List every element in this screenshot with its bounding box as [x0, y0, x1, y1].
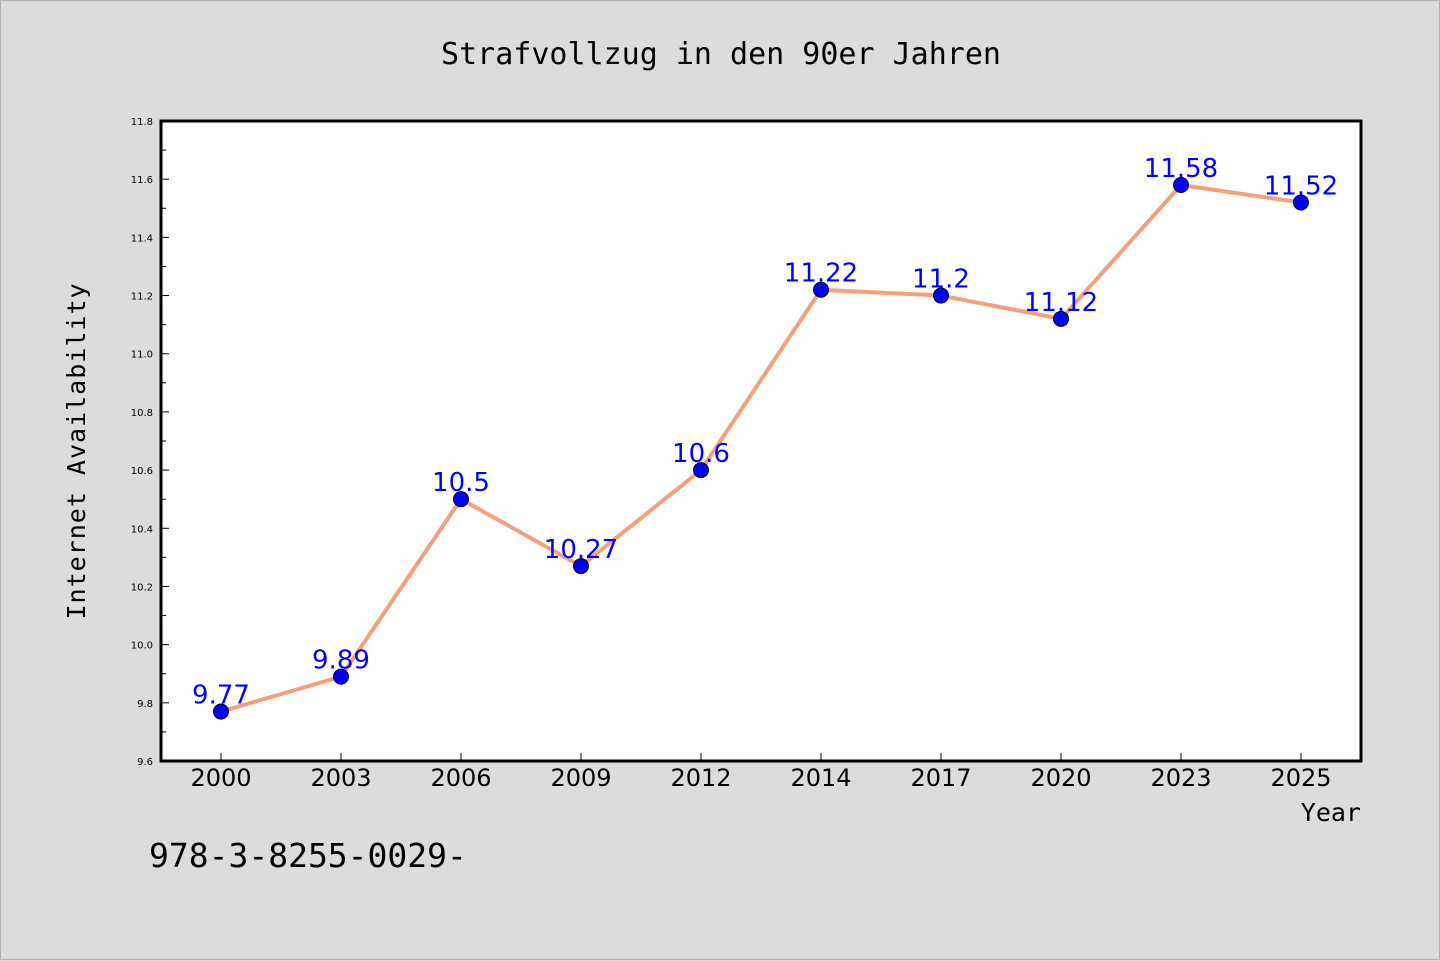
series-line: [220, 183, 1302, 714]
x-axis: 2000 2003 2006 2009 2012 2014 2017 2020 2023 2025: [190, 753, 1332, 792]
y-tick-label: 10.0: [131, 641, 153, 652]
data-label: 11.12: [1024, 288, 1098, 318]
x-tick-label: 2012: [670, 764, 731, 792]
y-tick-label: 9.6: [137, 757, 153, 768]
y-tick-label: 10.6: [131, 466, 153, 477]
y-tick-label: 10.4: [131, 524, 153, 535]
plot-area: [159, 119, 1363, 763]
data-label-group: 9.77 9.89 10.5 10.27 10.6 11.22 11.2 11.12 11.58…: [192, 154, 1338, 711]
data-label: 9.77: [192, 681, 250, 711]
data-label: 10.6: [672, 439, 730, 469]
y-axis-label: Internet Availability: [62, 282, 91, 619]
data-point: [933, 287, 949, 304]
data-point: [573, 558, 589, 575]
data-point: [1053, 310, 1069, 327]
y-tick-label: 11.4: [131, 233, 153, 244]
data-point: [453, 491, 469, 508]
data-point: [1293, 194, 1309, 211]
x-tick-label: 2025: [1270, 764, 1331, 792]
x-tick-label: 2017: [910, 764, 971, 792]
x-tick-label: 2023: [1150, 764, 1211, 792]
data-label: 10.5: [432, 468, 490, 498]
y-tick-label: 10.2: [131, 582, 153, 593]
y-tick-label: 11.2: [131, 292, 153, 303]
x-tick-label: 2009: [550, 764, 611, 792]
data-point: [813, 281, 829, 298]
x-axis-label: Year: [1301, 798, 1361, 827]
footer-isbn: 978-3-8255-0029-: [149, 836, 467, 875]
chart-title: Strafvollzug in den 90er Jahren: [441, 37, 1001, 72]
series-line-group: [220, 183, 1302, 714]
data-label: 11.52: [1264, 171, 1338, 201]
data-point: [213, 703, 229, 720]
y-tick-label: 11.8: [131, 117, 153, 128]
data-point: [693, 462, 709, 479]
data-label: 10.27: [544, 535, 618, 565]
x-tick-label: 2020: [1030, 764, 1091, 792]
y-axis: 9.6 9.8 10.0 10.2 10.4 10.6 10.8 11.0 11.2 11.4 11…: [131, 117, 169, 768]
x-tick-label: 2006: [430, 764, 491, 792]
data-point: [333, 668, 349, 685]
marker-group: [213, 177, 1309, 720]
data-label: 11.2: [912, 265, 970, 295]
x-tick-label: 2014: [790, 764, 851, 792]
data-label: 11.58: [1144, 154, 1218, 184]
y-tick-label: 11.6: [131, 175, 153, 186]
y-tick-label: 9.8: [137, 699, 153, 710]
y-tick-label: 10.8: [131, 408, 153, 419]
data-label: 11.22: [784, 259, 858, 289]
x-tick-label: 2003: [310, 764, 371, 792]
y-tick-label: 11.0: [131, 350, 153, 361]
data-label: 9.89: [312, 646, 370, 676]
x-tick-label: 2000: [190, 764, 251, 792]
data-point: [1173, 177, 1189, 193]
